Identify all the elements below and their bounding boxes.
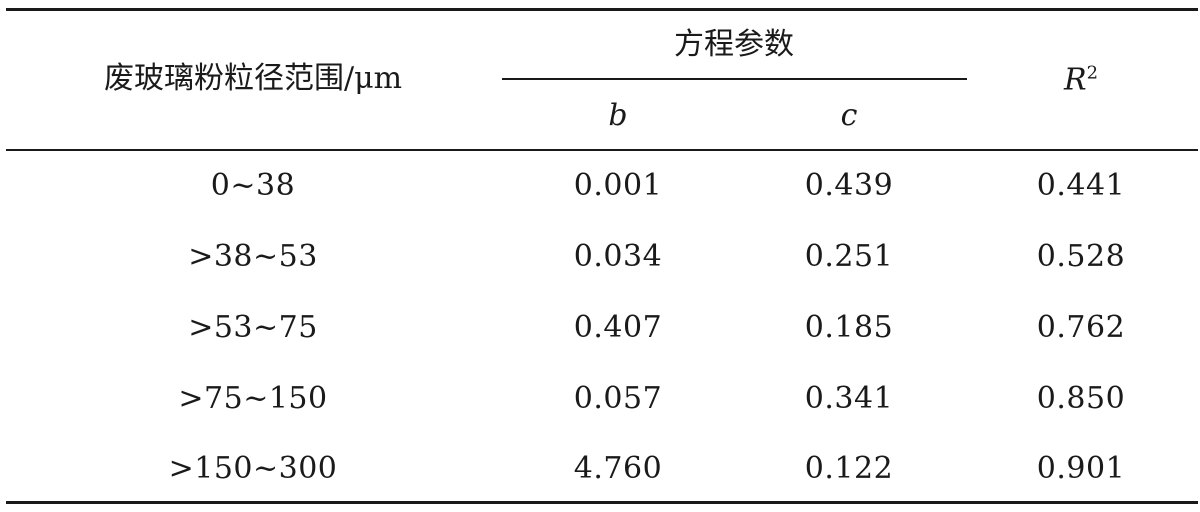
header-bottom-rule <box>6 149 1198 151</box>
row-1-c: 0.439 <box>804 168 894 203</box>
row-1-range: 0~38 <box>210 168 296 203</box>
header-particle-size-range: 废玻璃粉粒径范围/μm <box>103 61 403 96</box>
table-top-rule <box>6 8 1198 11</box>
row-4-c: 0.341 <box>804 381 894 416</box>
header-equation-parameters: 方程参数 <box>674 27 794 62</box>
row-3-r2: 0.762 <box>1036 310 1126 345</box>
group-header-rule <box>502 78 967 80</box>
header-param-b: b <box>608 98 628 133</box>
row-3-b: 0.407 <box>573 310 663 345</box>
row-3-c: 0.185 <box>804 310 894 345</box>
row-1-r2: 0.441 <box>1036 168 1126 203</box>
header-param-c: c <box>840 98 858 133</box>
row-5-r2: 0.901 <box>1036 451 1126 486</box>
row-2-r2: 0.528 <box>1036 239 1126 274</box>
row-5-c: 0.122 <box>804 451 894 486</box>
header-r-squared: R2 <box>1063 62 1099 98</box>
r-squared-exponent: 2 <box>1086 62 1099 84</box>
row-4-b: 0.057 <box>573 381 663 416</box>
row-4-r2: 0.850 <box>1036 381 1126 416</box>
row-3-range: >53~75 <box>188 310 318 345</box>
row-2-c: 0.251 <box>804 239 894 274</box>
r-squared-base: R <box>1063 62 1087 98</box>
row-5-b: 4.760 <box>573 451 663 486</box>
table-bottom-rule <box>6 501 1198 504</box>
row-1-b: 0.001 <box>573 168 663 203</box>
row-5-range: >150~300 <box>168 451 338 486</box>
row-2-range: >38~53 <box>188 239 318 274</box>
row-2-b: 0.034 <box>573 239 663 274</box>
row-4-range: >75~150 <box>178 381 328 416</box>
